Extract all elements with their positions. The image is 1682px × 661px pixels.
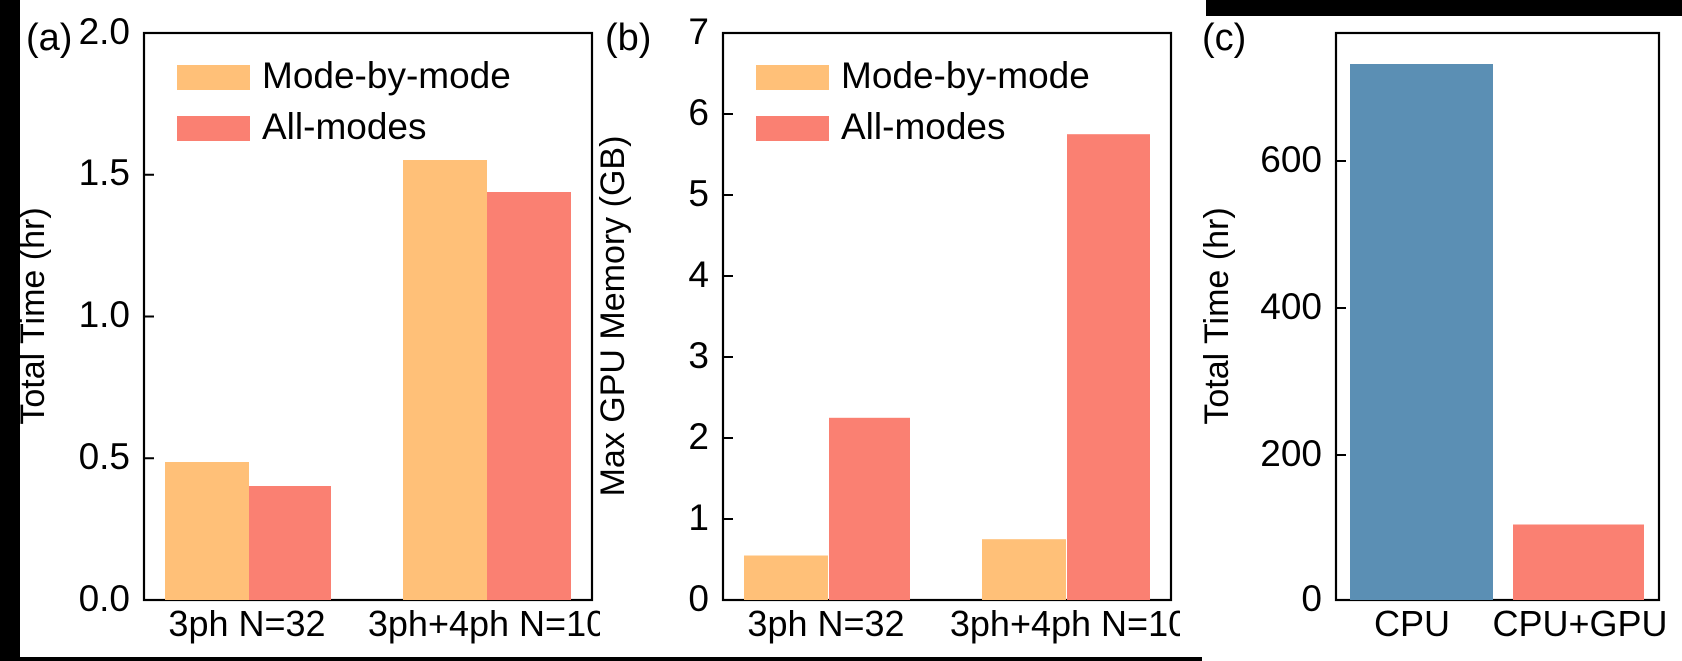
svg-text:1: 1 <box>688 497 709 538</box>
svg-text:600: 600 <box>1260 139 1322 180</box>
svg-text:Max GPU Memory (GB): Max GPU Memory (GB) <box>594 136 632 497</box>
svg-text:(a): (a) <box>26 17 72 59</box>
svg-text:Mode-by-mode: Mode-by-mode <box>262 55 511 96</box>
svg-text:3ph+4ph N=10: 3ph+4ph N=10 <box>950 603 1180 644</box>
svg-text:Total Time (hr): Total Time (hr) <box>14 207 52 424</box>
svg-text:3: 3 <box>688 335 709 376</box>
svg-text:7: 7 <box>688 11 709 52</box>
svg-text:3ph N=32: 3ph N=32 <box>168 603 325 644</box>
svg-text:All-modes: All-modes <box>841 106 1006 147</box>
svg-text:1.5: 1.5 <box>79 152 130 193</box>
svg-text:3ph N=32: 3ph N=32 <box>747 603 904 644</box>
svg-text:0: 0 <box>1301 578 1322 619</box>
svg-text:Total Time (hr): Total Time (hr) <box>1198 207 1236 424</box>
svg-text:CPU+GPU: CPU+GPU <box>1492 603 1667 644</box>
svg-text:400: 400 <box>1260 286 1322 327</box>
svg-text:4: 4 <box>688 254 709 295</box>
svg-text:0: 0 <box>688 578 709 619</box>
svg-text:2.0: 2.0 <box>79 11 130 52</box>
svg-text:(c): (c) <box>1202 17 1246 59</box>
svg-text:2: 2 <box>688 416 709 457</box>
svg-text:1.0: 1.0 <box>79 294 130 335</box>
svg-text:0.0: 0.0 <box>79 578 130 619</box>
svg-text:Mode-by-mode: Mode-by-mode <box>841 55 1090 96</box>
svg-text:5: 5 <box>688 173 709 214</box>
svg-text:CPU: CPU <box>1374 603 1450 644</box>
svg-text:3ph+4ph N=10: 3ph+4ph N=10 <box>368 603 600 644</box>
svg-text:6: 6 <box>688 92 709 133</box>
svg-text:0.5: 0.5 <box>79 436 130 477</box>
svg-text:All-modes: All-modes <box>262 106 427 147</box>
svg-text:(b): (b) <box>605 17 651 59</box>
svg-text:200: 200 <box>1260 433 1322 474</box>
